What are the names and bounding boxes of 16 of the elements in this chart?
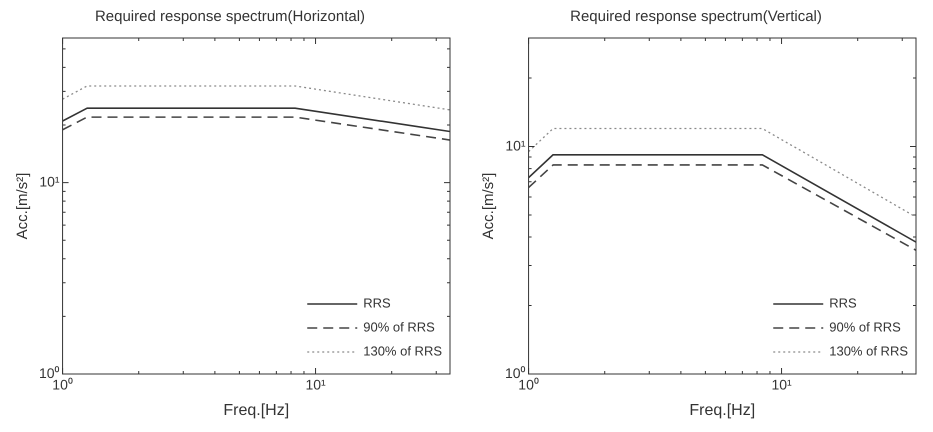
legend-label: 90% of RRS — [829, 320, 902, 335]
x-tick-label: 10⁰ — [52, 376, 73, 392]
chart-title: Required response spectrum(Vertical) — [570, 8, 822, 26]
legend-label: RRS — [363, 296, 392, 311]
chart-title: Required response spectrum(Horizontal) — [94, 8, 366, 26]
y-axis-title: Acc.[m/s²] — [14, 172, 32, 240]
x-axis-title: Freq.[Hz] — [223, 402, 290, 419]
x-tick-label: 10⁰ — [518, 376, 539, 392]
legend-label: 90% of RRS — [363, 320, 436, 335]
x-tick-label: 10¹ — [771, 376, 792, 392]
y-axis-title: Acc.[m/s²] — [480, 172, 498, 240]
legend-label: RRS — [829, 296, 858, 311]
x-tick-label: 10¹ — [305, 376, 326, 392]
x-axis-title: Freq.[Hz] — [689, 402, 756, 419]
legend-label: 130% of RRS — [363, 344, 442, 359]
legend-label: 130% of RRS — [829, 344, 908, 359]
